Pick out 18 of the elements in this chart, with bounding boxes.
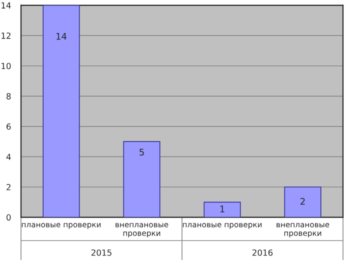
data-label: 1 (220, 206, 224, 212)
bar (284, 186, 322, 218)
y-tick-label: 14 (2, 2, 11, 8)
y-tick-label: 8 (6, 93, 11, 100)
y-tick-label: 2 (6, 184, 10, 190)
y-tick-label: 10 (2, 62, 11, 70)
text: 2016 (252, 249, 273, 256)
data-label: 5 (140, 148, 144, 156)
text: 2015 (92, 249, 112, 256)
data-label: 14 (56, 33, 66, 40)
y-tick-label: 12 (2, 32, 10, 39)
data-label: 2 (300, 198, 305, 205)
bar (42, 5, 80, 218)
bar (204, 202, 241, 218)
y-tick-label: 4 (6, 154, 11, 160)
y-tick-label: 0 (6, 214, 11, 221)
bar (123, 141, 160, 218)
y-tick-label: 6 (6, 123, 11, 130)
